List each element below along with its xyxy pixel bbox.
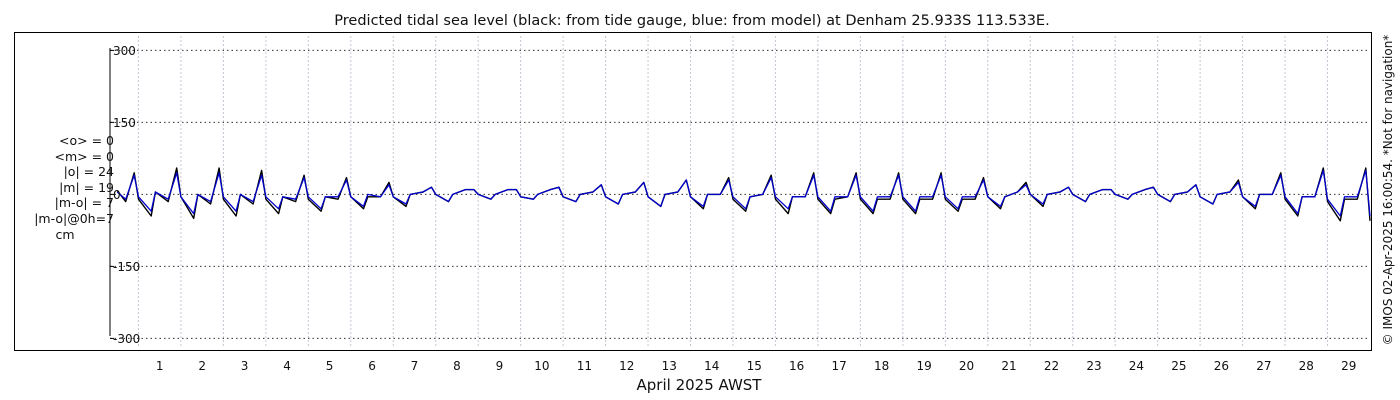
x-tick-label: 12 [619,359,634,373]
series-layer [116,167,1371,222]
x-tick-label: 7 [411,359,419,373]
chart-title: Predicted tidal sea level (black: from t… [334,13,1049,29]
stat-abs-model: |m| = 19 [59,179,114,195]
x-tick-label: 13 [662,359,677,373]
y-tick-label: -150 [113,260,140,274]
x-tick-label: 26 [1214,359,1229,373]
x-tick-label: 16 [789,359,804,373]
x-tick-label: 3 [241,359,249,373]
x-tick-label: 9 [496,359,504,373]
stat-unit: cm [55,226,75,242]
x-tick-label: 1 [156,359,164,373]
grid-layer [110,36,1370,348]
x-tick-label: 17 [832,359,847,373]
x-tick-label: 14 [704,359,719,373]
stat-abs-difference: |m-o| = 7 [54,195,114,211]
x-tick-label: 19 [916,359,931,373]
x-tick-label: 23 [1086,359,1101,373]
x-tick-label: 21 [1001,359,1016,373]
x-tick-label: 4 [283,359,291,373]
stat-mean-observed: <o> = 0 [59,133,114,148]
x-tick-label: 24 [1129,359,1144,373]
stat-mean-model: <m> = 0 [54,148,115,164]
plot-frame [14,32,1372,351]
x-tick-label: 20 [959,359,974,373]
y-tick-label: 0 [113,188,121,202]
x-tick-label: 28 [1299,359,1314,373]
x-tick-label: 6 [368,359,376,373]
x-tick-label: 8 [453,359,461,373]
x-tick-label: 10 [534,359,549,373]
stat-abs-difference-0h: |m-o|@0h=7 [34,210,114,226]
x-tick-label: 18 [874,359,889,373]
y-tick-label: 150 [113,116,136,130]
copyright-notice: © IMOS 02-Apr-2025 16:00:54. *Not for na… [1381,35,1395,346]
x-tick-label: 29 [1341,359,1356,373]
x-tick-label: 27 [1256,359,1271,373]
y-tick-label: 300 [113,44,136,58]
statistics-panel: <o> = 0 <m> = 0 |o| = 24 |m| = 19 |m-o| … [22,133,114,242]
axis-layer [109,48,114,339]
x-tick-label: 22 [1044,359,1059,373]
stat-abs-observed: |o| = 24 [63,164,114,180]
y-tick-label: -300 [113,332,140,346]
model-series-line [116,169,1371,217]
x-tick-label: 25 [1171,359,1186,373]
x-axis-label: April 2025 AWST [637,376,763,394]
x-tick-label: 5 [326,359,334,373]
x-tick-label: 15 [747,359,762,373]
x-tick-label: 11 [577,359,592,373]
x-tick-label: 2 [198,359,206,373]
